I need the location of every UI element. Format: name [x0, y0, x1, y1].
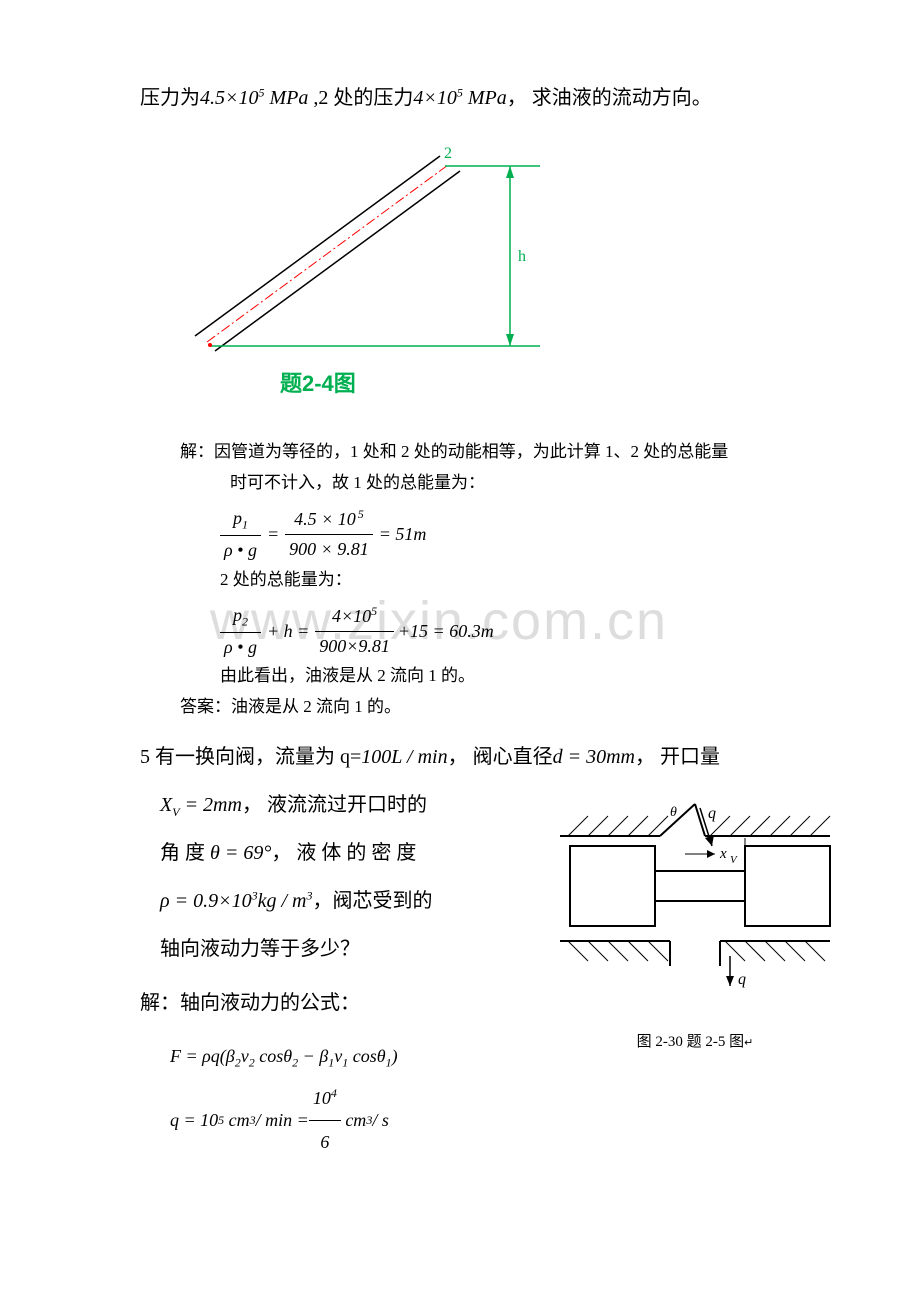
sol-line-3: 2 处的总能量为：: [220, 566, 820, 593]
f1-den-l: ρ • g: [220, 536, 261, 565]
p5-mid4: ，阀芯受到的: [312, 890, 432, 912]
sol-line-4: 由此看出，油液是从 2 流向 1 的。: [220, 662, 820, 689]
formula-2: p2 ρ • g + h = 4×105 900×9.81 +15 = 60.3…: [220, 601, 820, 654]
svg-text:θ: θ: [670, 805, 677, 820]
d2-cap-text: 图 2-30 题 2-5 图: [637, 1034, 745, 1050]
p5-angle-lbl: 角 度: [160, 842, 210, 864]
f1-num-r: 4.5 × 10: [294, 509, 356, 529]
p5-mid2: ， 开口量: [635, 746, 720, 768]
fF-min: − β: [298, 1046, 328, 1066]
p5-xvrest: = 2mm: [180, 794, 242, 816]
fq-per2: / s: [372, 1099, 389, 1142]
f2-num-l: p: [233, 605, 242, 625]
svg-text:2: 2: [444, 145, 452, 162]
sol-line-5: 答案：油液是从 2 流向 1 的。: [180, 693, 820, 720]
text-mid: ,2 处的压力: [308, 87, 413, 109]
f2-num-r-exp: 5: [371, 604, 377, 618]
f1-den-r: 900 × 9.81: [285, 535, 373, 564]
p5-xv: X: [160, 794, 172, 816]
val2-base: 4×10: [413, 87, 457, 109]
val1-base: 4.5×10: [200, 87, 259, 109]
fF-v2: v: [241, 1046, 249, 1066]
f2-den-l: ρ • g: [220, 633, 261, 662]
f2-num-sub: 2: [242, 614, 248, 628]
formula-q: q = 105 cm3 / min = 104 6 cm3 / s: [170, 1098, 820, 1144]
p5-d: d = 30mm: [553, 746, 635, 768]
p5-dens-lbl: ， 液 体 的 密 度: [271, 842, 416, 864]
fF-close: ): [392, 1046, 398, 1066]
svg-text:q: q: [738, 971, 746, 988]
p5-angle: θ = 69°: [210, 842, 271, 864]
svg-text:h: h: [518, 248, 526, 265]
fF-c1: cosθ: [348, 1046, 385, 1066]
val1-exp: 5: [259, 85, 265, 99]
text-prefix: 压力为: [140, 87, 200, 109]
val2-exp: 5: [457, 85, 463, 99]
svg-text:q: q: [708, 805, 716, 822]
p5-qval: 100L / min: [361, 746, 447, 768]
f1-num-sub: 1: [242, 518, 248, 532]
diagram-2-5-caption: 图 2-30 题 2-5 图↵: [550, 1024, 840, 1060]
f1-num-l: p: [233, 508, 242, 528]
problem-statement: 压力为4.5×105 MPa ,2 处的压力4×105 MPa， 求油液的流动方…: [140, 80, 820, 116]
p5-xvsub: V: [172, 805, 179, 819]
sol-line-2: 时可不计入，故 1 处的总能量为：: [230, 469, 820, 496]
f2-den-r: 900×9.81: [315, 632, 394, 661]
fq-num: 10: [313, 1088, 331, 1108]
fq-e1: 5: [218, 1106, 224, 1135]
val2-unit: MPa: [468, 87, 507, 109]
p5-rho-unit: kg / m: [258, 890, 307, 912]
f2-num-r: 4×10: [332, 606, 371, 626]
diagram-2-5: q θ x V: [550, 796, 840, 1060]
svg-text:x: x: [719, 846, 727, 862]
f2-plush: + h =: [267, 617, 309, 646]
val1-unit: MPa: [270, 87, 309, 109]
page-content: 压力为4.5×105 MPa ,2 处的压力4×105 MPa， 求油液的流动方…: [140, 80, 820, 1144]
diagram-2-4: 2 h: [180, 136, 820, 361]
fF-l: F = ρq(β: [170, 1046, 235, 1066]
fq-per: / min =: [256, 1099, 309, 1142]
problem-5: 5 有一换向阀，流量为 q=100L / min， 阀心直径d = 30mm， …: [140, 733, 820, 1144]
fq-den: 6: [309, 1121, 341, 1164]
text-suffix: ， 求油液的流动方向。: [507, 87, 712, 109]
p5-line1: 5 有一换向阀，流量为 q=100L / min， 阀心直径d = 30mm， …: [140, 733, 820, 781]
f1-num-r-exp: 5: [358, 507, 364, 521]
f1-result: = 51m: [379, 520, 427, 549]
fq-u1: cm: [229, 1099, 250, 1142]
solution-block: 解：因管道为等径的，1 处和 2 处的动能相等，为此计算 1、2 处的总能量 时…: [180, 438, 820, 721]
p5-rho: ρ = 0.9×10: [160, 890, 252, 912]
diagram-2-4-caption: 题2-4图: [280, 366, 820, 398]
f2-rest: +15 = 60.3m: [398, 617, 494, 646]
sol-line-1: 解：因管道为等径的，1 处和 2 处的动能相等，为此计算 1、2 处的总能量: [180, 438, 820, 465]
p5-mid1: ， 阀心直径: [448, 746, 553, 768]
fq-numexp: 4: [331, 1086, 337, 1100]
p5-mid3: ， 液流流过开口时的: [242, 794, 427, 816]
fq-l: q = 10: [170, 1099, 218, 1142]
formula-1: p1 ρ • g = 4.5 × 105 900 × 9.81 = 51m: [220, 504, 820, 557]
fF-c2: cosθ: [255, 1046, 292, 1066]
fq-u2: cm: [345, 1099, 366, 1142]
svg-text:V: V: [730, 854, 738, 866]
p5-intro: 5 有一换向阀，流量为 q=: [140, 746, 361, 768]
